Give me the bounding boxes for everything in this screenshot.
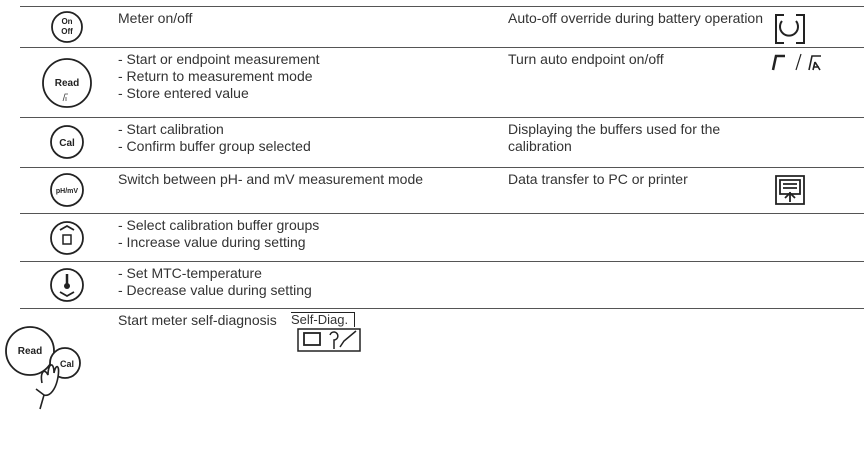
row: On Off Meter on/off Auto-off override du… (20, 6, 864, 48)
button-label: Cal (59, 138, 75, 149)
description: - Start or endpoint measurement (118, 51, 320, 67)
display-icon (771, 53, 821, 71)
row: Cal - Start calibration - Confirm buffer… (20, 117, 864, 168)
description: Switch between pH- and mV measurement mo… (118, 171, 424, 187)
description: - Store entered value (118, 85, 249, 101)
description: - Start calibration (118, 121, 224, 137)
button-icon: Read Cal (5, 326, 81, 410)
button-label: Cal (60, 359, 74, 369)
row: - Select calibration buffer groups - Inc… (20, 213, 864, 262)
display-description: Data transfer to PC or printer (508, 171, 688, 187)
self-diag-icon (297, 328, 361, 352)
row: Read - Start or endpoint measurement - R… (20, 47, 864, 118)
badge-label: Self-Diag. (291, 312, 356, 327)
display-icon (775, 175, 805, 205)
button-label: Off (61, 27, 73, 36)
button-label: pH/mV (56, 188, 79, 195)
button-label: On (61, 17, 72, 26)
row: pH/mV Switch between pH- and mV measurem… (20, 167, 864, 214)
display-description: Displaying the buffers used for the cali… (508, 121, 721, 154)
button-icon: pH/mV (50, 173, 84, 207)
description: Meter on/off (118, 10, 193, 26)
button-label: Read (55, 78, 79, 89)
description: Start meter self-diagnosis (118, 312, 277, 328)
description: - Set MTC-temperature (118, 265, 262, 281)
description: - Decrease value during setting (118, 282, 312, 298)
display-description: Turn auto endpoint on/off (508, 51, 664, 67)
description: - Increase value during setting (118, 234, 306, 250)
button-icon (50, 268, 84, 302)
button-icon: On Off (51, 11, 83, 43)
description: - Confirm buffer group selected (118, 138, 311, 154)
row: - Set MTC-temperature - Decrease value d… (20, 261, 864, 309)
button-icon: Read (42, 58, 92, 108)
button-icon (50, 221, 84, 255)
description: - Return to measurement mode (118, 68, 313, 84)
button-label: Read (18, 346, 42, 357)
display-icon (775, 14, 805, 44)
button-icon: Cal (50, 125, 84, 159)
row: Read Cal Start meter self-diagnosis Self… (5, 308, 864, 474)
description: - Select calibration buffer groups (118, 217, 320, 233)
display-description: Auto-off override during battery operati… (508, 10, 764, 26)
